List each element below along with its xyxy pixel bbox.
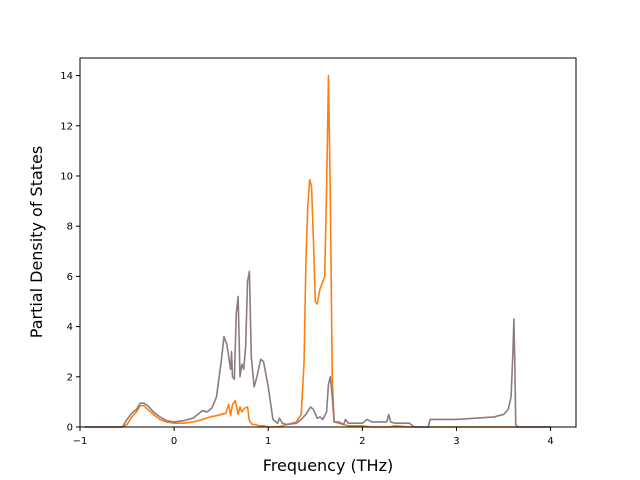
y-tick-label: 0 [67,423,73,434]
y-tick-label: 8 [67,222,73,233]
x-tick-label: 3 [453,436,459,447]
y-tick-label: 6 [67,272,73,283]
x-tick-label: 1 [265,436,271,447]
x-tick-label: 4 [547,436,553,447]
x-axis-ticks: −1 0 1 2 3 4 [73,427,554,447]
x-tick-label: 2 [359,436,365,447]
y-tick-label: 10 [60,171,73,182]
y-tick-label: 12 [60,121,73,132]
y-tick-label: 14 [60,71,73,82]
series-line-1 [84,74,551,428]
series-line-2 [84,270,551,428]
y-tick-label: 2 [67,372,73,383]
x-tick-label: 0 [171,436,177,447]
plot-lines [84,74,551,428]
axes-frame [79,57,577,428]
y-axis-ticks: 0 2 4 6 8 10 12 14 [60,71,80,434]
y-axis-label: Partial Density of States [27,146,46,338]
y-tick-label: 4 [67,322,73,333]
x-tick-label: −1 [73,436,88,447]
x-axis-label: Frequency (THz) [263,456,393,475]
